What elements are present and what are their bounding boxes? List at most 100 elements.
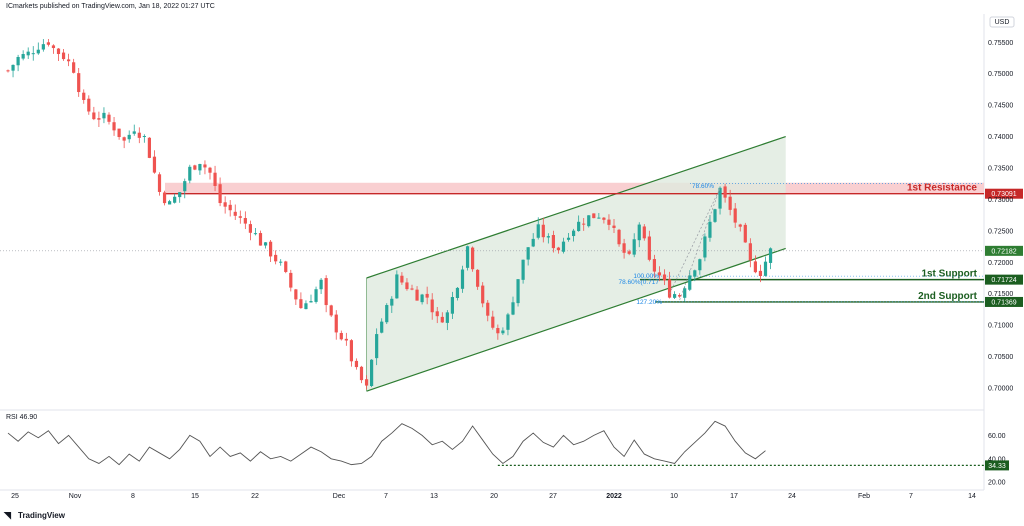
candle-body[interactable] (173, 196, 177, 203)
candle-body[interactable] (258, 233, 263, 246)
candle-body[interactable] (364, 379, 369, 386)
candle-body[interactable] (491, 316, 495, 328)
candle-body[interactable] (218, 184, 222, 204)
rsi-line[interactable] (7, 420, 766, 466)
candle-body[interactable] (349, 340, 353, 362)
candle-body[interactable] (21, 54, 25, 59)
candle-body[interactable] (647, 236, 651, 260)
candle-body[interactable] (147, 137, 151, 158)
candle-body[interactable] (743, 224, 747, 243)
candle-body[interactable] (582, 223, 586, 225)
candle-body[interactable] (637, 224, 641, 241)
candle-body[interactable] (238, 216, 242, 218)
candle-body[interactable] (289, 272, 293, 288)
candle-body[interactable] (572, 230, 576, 237)
candle-body[interactable] (602, 217, 606, 220)
candle-body[interactable] (16, 56, 20, 66)
candle-body[interactable] (718, 187, 722, 209)
candle-body[interactable] (97, 118, 101, 120)
candle-body[interactable] (157, 174, 162, 192)
candle-body[interactable] (733, 208, 737, 223)
candle-body[interactable] (460, 269, 465, 289)
candle-body[interactable] (299, 299, 303, 309)
candle-body[interactable] (36, 49, 40, 54)
candle-body[interactable] (521, 259, 525, 280)
candle-body[interactable] (445, 312, 449, 323)
candle-body[interactable] (667, 279, 672, 298)
candle-body[interactable] (274, 254, 278, 262)
candle-body[interactable] (46, 42, 50, 45)
candle-body[interactable] (723, 186, 727, 198)
candle-body[interactable] (768, 248, 773, 263)
candle-body[interactable] (319, 279, 323, 290)
rsi-panel[interactable]: RSI 46.90 60.00 40.00 20.00 34.33 (6, 414, 1009, 487)
candle-body[interactable] (450, 297, 454, 314)
candle-body[interactable] (279, 261, 283, 263)
candle-body[interactable] (223, 202, 227, 207)
candle-body[interactable] (213, 172, 217, 186)
candle-body[interactable] (683, 288, 687, 298)
candle-body[interactable] (92, 112, 96, 120)
candle-body[interactable] (344, 338, 348, 341)
candle-body[interactable] (359, 366, 364, 381)
candle-body[interactable] (117, 128, 121, 138)
candle-body[interactable] (425, 293, 429, 298)
candle-body[interactable] (314, 289, 318, 302)
candle-body[interactable] (405, 282, 409, 290)
candle-body[interactable] (657, 272, 662, 276)
candle-body[interactable] (652, 259, 656, 272)
candle-body[interactable] (395, 274, 399, 299)
candle-body[interactable] (56, 48, 61, 55)
candle-body[interactable] (370, 359, 374, 387)
candle-body[interactable] (26, 51, 30, 56)
candle-body[interactable] (440, 316, 444, 323)
candle-body[interactable] (193, 165, 197, 170)
candle-body[interactable] (531, 238, 535, 247)
candle-body[interactable] (198, 164, 202, 171)
candle-body[interactable] (61, 52, 66, 60)
candle-body[interactable] (178, 192, 182, 198)
candle-body[interactable] (561, 241, 566, 252)
candle-body[interactable] (87, 98, 91, 112)
candle-body[interactable] (471, 247, 475, 270)
candle-body[interactable] (142, 136, 146, 138)
candle-body[interactable] (435, 311, 439, 317)
candle-body[interactable] (673, 294, 677, 298)
candle-body[interactable] (203, 164, 207, 168)
candle-body[interactable] (465, 246, 470, 268)
candle-body[interactable] (162, 192, 167, 204)
candle-body[interactable] (263, 242, 268, 246)
candle-body[interactable] (152, 156, 157, 173)
candle-body[interactable] (168, 201, 172, 205)
candle-body[interactable] (137, 132, 141, 138)
candle-body[interactable] (506, 314, 510, 330)
candle-body[interactable] (612, 225, 616, 228)
candle-body[interactable] (738, 224, 742, 227)
candle-body[interactable] (566, 237, 571, 240)
candle-body[interactable] (243, 218, 247, 224)
candle-body[interactable] (228, 204, 232, 211)
candle-body[interactable] (713, 209, 717, 222)
candle-body[interactable] (698, 259, 702, 271)
candle-body[interactable] (380, 321, 384, 333)
candle-body[interactable] (763, 261, 768, 276)
candle-body[interactable] (390, 298, 394, 306)
candle-body[interactable] (309, 301, 313, 303)
candle-body[interactable] (617, 229, 621, 245)
candle-body[interactable] (622, 243, 626, 253)
candle-body[interactable] (728, 196, 732, 210)
candle-body[interactable] (486, 302, 490, 316)
candle-body[interactable] (354, 360, 359, 368)
candle-body[interactable] (627, 251, 631, 254)
candle-body[interactable] (183, 181, 187, 192)
candle-body[interactable] (688, 275, 692, 290)
candle-body[interactable] (541, 224, 545, 238)
candle-body[interactable] (481, 285, 485, 304)
candle-body[interactable] (758, 270, 763, 277)
candle-body[interactable] (516, 279, 520, 304)
candle-body[interactable] (415, 289, 419, 301)
candle-body[interactable] (693, 270, 697, 277)
candle-body[interactable] (329, 305, 333, 316)
candle-body[interactable] (122, 137, 126, 141)
